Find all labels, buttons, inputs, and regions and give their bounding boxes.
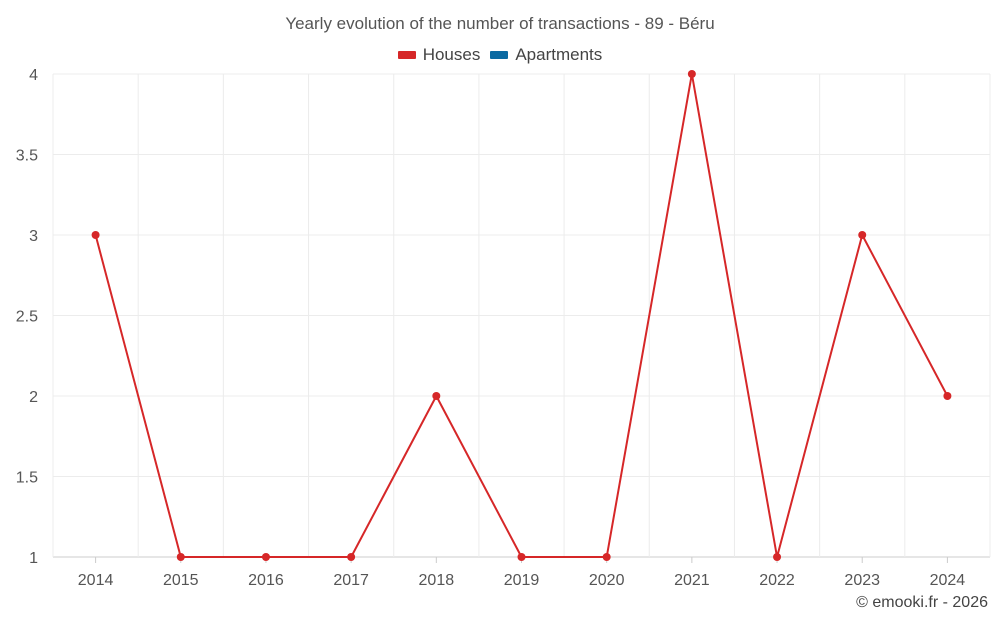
x-tick-label: 2015 bbox=[163, 572, 199, 589]
legend-label-apartments: Apartments bbox=[515, 45, 603, 64]
legend-swatch-houses bbox=[397, 51, 416, 59]
x-tick-label: 2016 bbox=[248, 572, 284, 589]
chart-title: Yearly evolution of the number of transa… bbox=[285, 14, 715, 33]
data-point-houses[interactable] bbox=[261, 553, 270, 561]
data-point-houses[interactable] bbox=[347, 553, 356, 561]
x-tick-label: 2022 bbox=[759, 572, 795, 589]
x-tick-label: 2020 bbox=[589, 572, 625, 589]
legend-label-houses: Houses bbox=[422, 45, 481, 64]
x-tick-label: 2024 bbox=[930, 572, 966, 589]
data-point-houses[interactable] bbox=[176, 553, 185, 561]
y-tick-label: 1.5 bbox=[16, 470, 38, 487]
data-point-houses[interactable] bbox=[91, 231, 100, 239]
legend-swatch-apartments bbox=[490, 51, 509, 59]
y-tick-label: 1 bbox=[29, 550, 38, 567]
x-tick-label: 2023 bbox=[844, 572, 880, 589]
x-tick-label: 2021 bbox=[674, 572, 710, 589]
y-tick-label: 2 bbox=[29, 389, 38, 406]
legend-item-houses[interactable]: Houses bbox=[397, 45, 481, 65]
legend-item-apartments[interactable]: Apartments bbox=[490, 45, 602, 65]
data-point-houses[interactable] bbox=[432, 392, 441, 400]
data-point-houses[interactable] bbox=[858, 231, 867, 239]
x-tick-label: 2014 bbox=[78, 572, 114, 589]
x-tick-label: 2018 bbox=[419, 572, 455, 589]
data-point-houses[interactable] bbox=[773, 553, 782, 561]
data-point-houses[interactable] bbox=[602, 553, 611, 561]
legend: Houses Apartments bbox=[0, 45, 1000, 65]
y-tick-label: 3 bbox=[29, 228, 38, 245]
y-tick-label: 3.5 bbox=[16, 148, 38, 165]
x-tick-label: 2017 bbox=[333, 572, 369, 589]
credit-text: © emooki.fr - 2026 bbox=[856, 594, 988, 611]
data-point-houses[interactable] bbox=[687, 70, 696, 78]
y-tick-label: 2.5 bbox=[16, 309, 38, 326]
data-point-houses[interactable] bbox=[517, 553, 526, 561]
y-tick-label: 4 bbox=[29, 67, 38, 84]
data-point-houses[interactable] bbox=[943, 392, 952, 400]
x-tick-label: 2019 bbox=[504, 572, 540, 589]
